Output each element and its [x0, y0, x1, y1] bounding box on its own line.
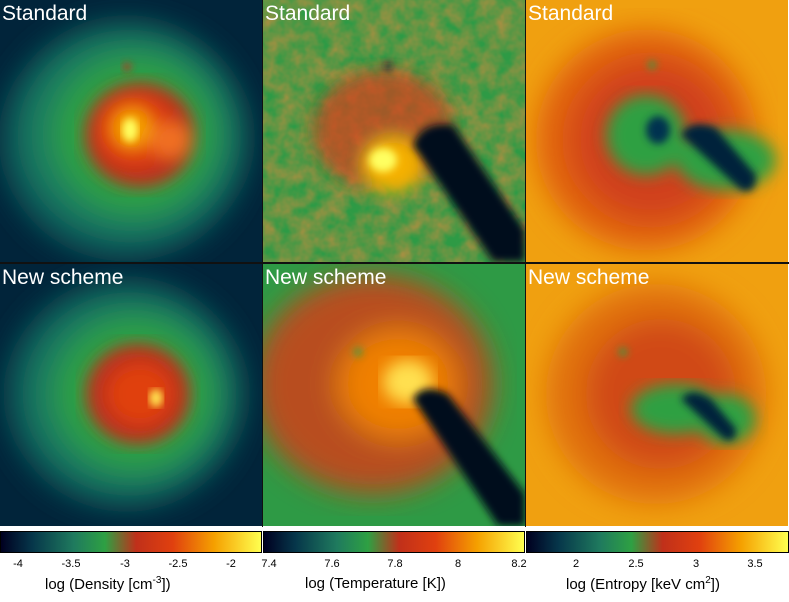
colorbar-tick: 8	[454, 558, 462, 570]
colorbar-tick: -2.5	[168, 558, 188, 570]
temperature-map-standard	[263, 0, 525, 262]
colorbar-temperature	[263, 531, 525, 553]
colorbar-tick: -4	[13, 558, 23, 570]
colorbar-tick: -3.5	[61, 558, 81, 570]
colorbar-tick: 2	[572, 558, 580, 570]
panel-label: Standard	[265, 2, 351, 25]
panel-new-entropy: New scheme	[526, 264, 788, 526]
panel-standard-temperature: Standard	[263, 0, 525, 262]
entropy-map-standard	[526, 0, 788, 262]
colorbar-tick: 8.2	[511, 558, 527, 570]
panel-label: Standard	[528, 2, 614, 25]
density-map-new	[0, 264, 262, 526]
colorbar-tick: 3.5	[747, 558, 763, 570]
panel-label: Standard	[2, 2, 88, 25]
panel-label: New scheme	[265, 266, 387, 289]
colorbar-entropy	[526, 531, 789, 553]
colorbar-tick: 7.4	[261, 558, 277, 570]
colorbar-label-temperature: log (Temperature [K])	[305, 575, 446, 592]
entropy-map-new	[526, 264, 788, 526]
temperature-map-new	[263, 264, 525, 526]
colorbar-tick: 7.6	[324, 558, 340, 570]
panel-label: New scheme	[528, 266, 650, 289]
density-map-standard	[0, 0, 262, 262]
horizontal-divider	[0, 262, 789, 264]
panel-new-temperature: New scheme	[263, 264, 525, 526]
panel-standard-entropy: Standard	[526, 0, 788, 262]
colorbar-tick: -3	[120, 558, 130, 570]
colorbar-density	[0, 531, 262, 553]
panel-new-density: New scheme	[0, 264, 262, 526]
colorbar-tick: -2	[226, 558, 236, 570]
colorbar-tick: 3	[692, 558, 700, 570]
colorbar-tick: 7.8	[387, 558, 403, 570]
colorbar-label-entropy: log (Entropy [keV cm2])	[566, 575, 720, 593]
panel-standard-density: Standard	[0, 0, 262, 262]
colorbar-tick: 2.5	[628, 558, 644, 570]
colorbar-label-density: log (Density [cm-3])	[45, 575, 171, 593]
panel-label: New scheme	[2, 266, 124, 289]
